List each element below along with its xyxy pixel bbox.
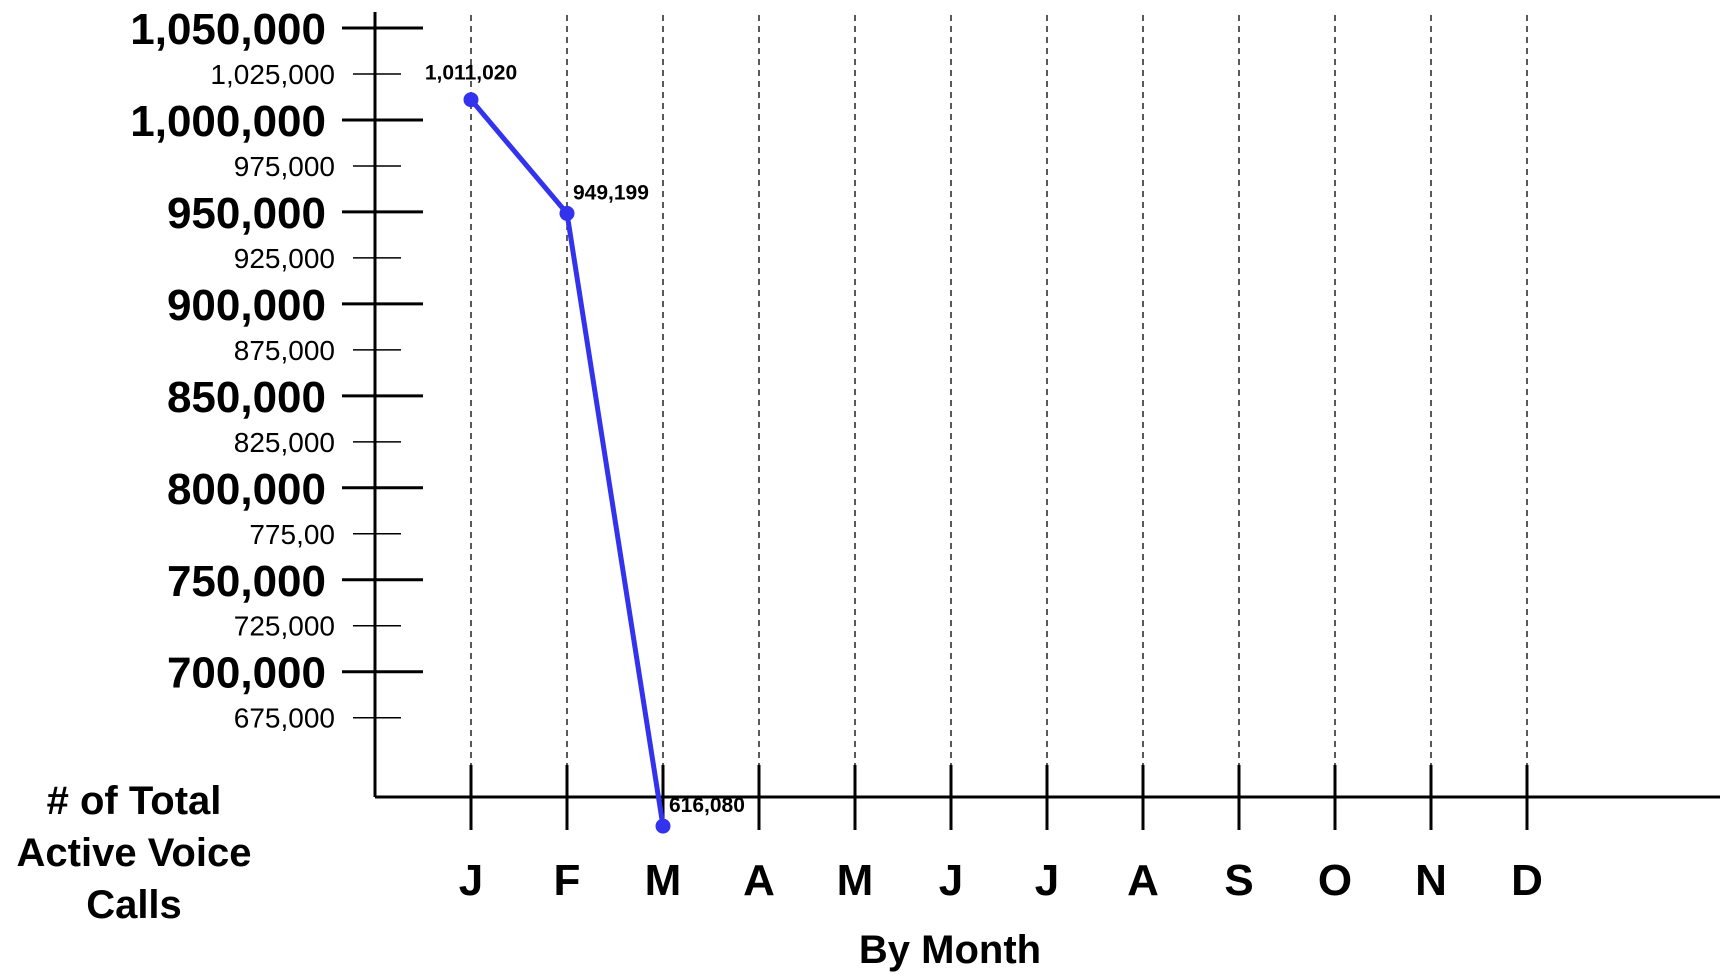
x-tick-label: M <box>837 856 874 905</box>
y-tick-label-minor: 775,00 <box>249 519 335 550</box>
x-axis-title: By Month <box>858 928 1042 972</box>
y-tick-label-major: 850,000 <box>167 373 326 422</box>
y-tick-label-minor: 675,000 <box>234 703 335 734</box>
x-tick-label: A <box>1127 856 1159 905</box>
y-tick-label-minor: 725,000 <box>234 611 335 642</box>
x-tick-label: S <box>1224 856 1253 905</box>
data-series: 1,011,020 949,199 616,080 <box>425 62 745 834</box>
y-tick-label-major: 700,000 <box>167 649 326 698</box>
y-axis-ticks: 1,050,000 1,000,000 950,000 900,000 850,000 8… <box>130 5 423 734</box>
y-tick-label-major: 800,000 <box>167 465 326 514</box>
y-axis-title: # of Total Active Voice Calls <box>16 779 252 927</box>
data-point <box>559 205 575 221</box>
x-tick-label: N <box>1415 856 1447 905</box>
data-point <box>463 92 479 108</box>
x-tick-label: D <box>1511 856 1543 905</box>
y-tick-label-minor: 925,000 <box>234 243 335 274</box>
data-label: 1,011,020 <box>425 62 517 85</box>
data-label: 616,080 <box>669 794 745 817</box>
y-tick-label-minor: 1,025,000 <box>210 59 335 90</box>
x-tick-label: J <box>1035 856 1059 905</box>
y-tick-label-major: 1,050,000 <box>130 5 326 54</box>
y-tick-label-major: 750,000 <box>167 557 326 606</box>
y-tick-label-minor: 875,000 <box>234 335 335 366</box>
y-tick-label-minor: 825,000 <box>234 427 335 458</box>
y-tick-label-minor: 975,000 <box>234 151 335 182</box>
x-tick-label: M <box>645 856 682 905</box>
y-tick-label-major: 1,000,000 <box>130 97 326 146</box>
x-tick-label: O <box>1318 856 1352 905</box>
data-point <box>655 818 671 834</box>
y-tick-label-major: 950,000 <box>167 189 326 238</box>
vertical-gridlines <box>470 15 1528 797</box>
x-tick-label: A <box>743 856 775 905</box>
x-tick-label: J <box>939 856 963 905</box>
x-tick-label: J <box>459 856 483 905</box>
x-tick-label: F <box>554 856 581 905</box>
y-tick-label-major: 900,000 <box>167 281 326 330</box>
data-label: 949,199 <box>573 181 649 204</box>
